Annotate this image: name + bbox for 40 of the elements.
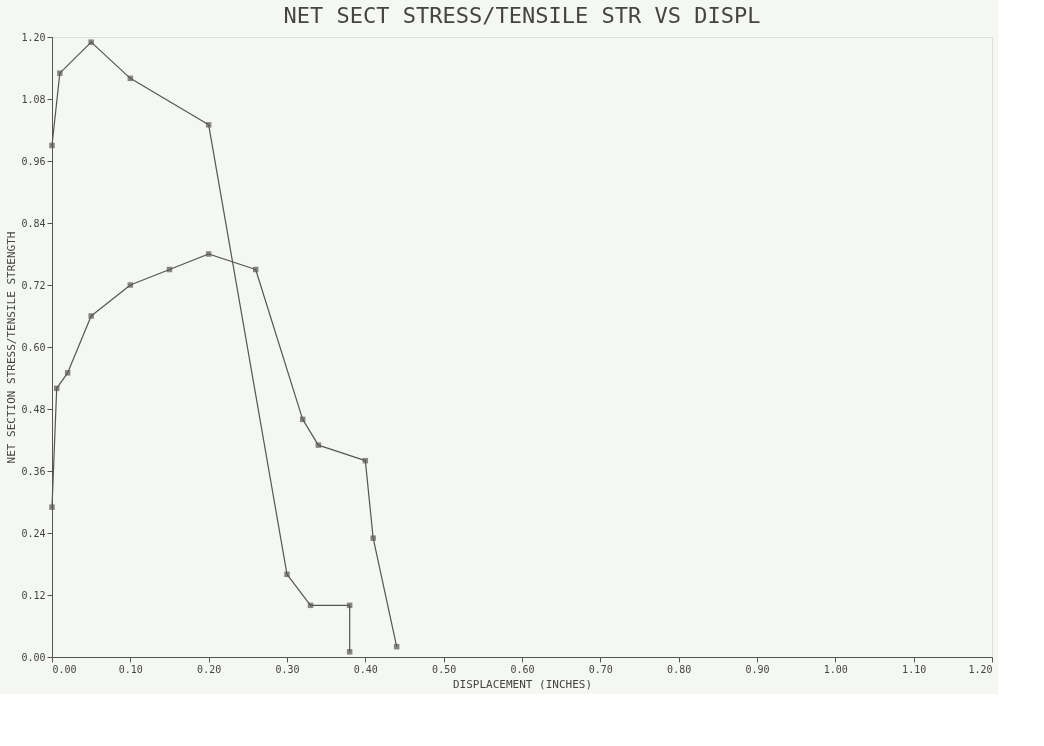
point [346, 649, 353, 655]
x-tick-label: 0.50 [432, 663, 457, 675]
y-tick-label: 0.00 [21, 651, 46, 663]
y-axis-title: NET SECTION STRESS/TENSILE STRENGTH [5, 231, 19, 464]
point [205, 251, 212, 257]
point [88, 313, 94, 319]
point [284, 571, 290, 578]
point [88, 39, 94, 45]
point [64, 370, 71, 376]
x-tick-label: 0.20 [197, 663, 222, 675]
y-tick-label: 0.60 [21, 341, 46, 353]
y-tick-label: 1.20 [21, 31, 46, 43]
point [315, 442, 322, 448]
x-axis-title: DISPLACEMENT (INCHES) [452, 677, 593, 691]
y-tick-label: 0.84 [21, 217, 46, 229]
x-tick-label: 0.70 [588, 663, 613, 675]
x-tick-label: 0.60 [510, 663, 535, 675]
y-tick-label: 0.48 [21, 403, 46, 415]
chart-title: NET SECT STRESS/TENSILE STR VS DISPL [283, 3, 761, 28]
x-tick-label: 0.30 [275, 663, 300, 675]
y-tick-label: 0.24 [21, 527, 46, 539]
point [205, 122, 212, 128]
x-tick-label: 0.40 [353, 663, 378, 675]
point [49, 504, 55, 510]
point [57, 70, 63, 76]
y-tick-label: 0.72 [21, 279, 46, 291]
y-tick-label: 1.08 [21, 93, 46, 105]
x-tick-label: 1.00 [823, 663, 848, 675]
x-tick-label: 0.90 [745, 663, 770, 675]
x-tick-label: 0.80 [667, 663, 692, 675]
point [49, 142, 55, 149]
y-tick-label: 0.36 [21, 465, 46, 477]
y-tick-label: 0.96 [21, 155, 46, 167]
x-tick-label: 1.10 [902, 663, 927, 675]
y-tick-label: 0.12 [21, 589, 46, 601]
x-tick-label: 0.00 [52, 663, 77, 675]
x-tick-label: 0.10 [118, 663, 143, 675]
x-tick-label: 1.20 [968, 663, 993, 675]
point [370, 535, 376, 541]
point [127, 282, 134, 288]
